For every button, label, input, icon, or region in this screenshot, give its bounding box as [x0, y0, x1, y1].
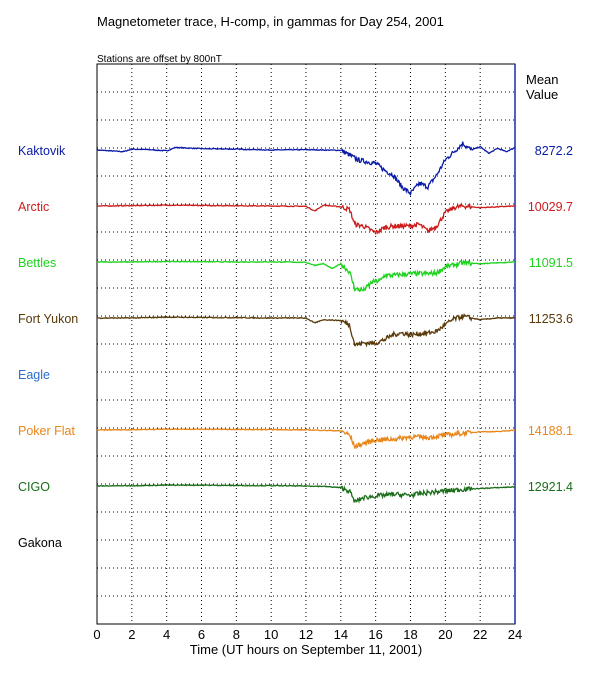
series-layer — [96, 141, 516, 504]
station-label: CIGO — [18, 480, 50, 494]
x-tick-label: 14 — [334, 627, 348, 642]
mean-header-line-1: Mean — [526, 72, 559, 87]
mean-value: 11091.5 — [529, 256, 573, 270]
station-label: Gakona — [18, 536, 62, 550]
station-label: Bettles — [18, 256, 56, 270]
station-label: Arctic — [18, 200, 49, 214]
series-trace — [96, 313, 516, 348]
mean-value: 10029.7 — [528, 200, 573, 214]
x-tick-label: 12 — [299, 627, 313, 642]
x-tick-label: 2 — [128, 627, 135, 642]
station-label: Poker Flat — [18, 424, 75, 438]
x-tick-label: 22 — [473, 627, 487, 642]
x-axis-ticks: 0 2 4 6 8 10 12 14 16 18 20 22 24 — [93, 627, 522, 642]
series-trace — [97, 259, 516, 293]
mean-value: 11253.6 — [529, 312, 573, 326]
station-label: Fort Yukon — [18, 312, 78, 326]
station-labels: Kaktovik Arctic Bettles Fort Yukon Eagle Poke… — [18, 144, 78, 550]
x-tick-label: 4 — [163, 627, 170, 642]
mean-value: 12921.4 — [528, 480, 573, 494]
chart-subtitle: Stations are offset by 800nT — [97, 54, 222, 65]
x-tick-label: 10 — [264, 627, 278, 642]
x-tick-label: 18 — [403, 627, 417, 642]
mean-header-line-2: Value — [526, 87, 558, 102]
x-tick-label: 0 — [93, 627, 100, 642]
series-trace — [96, 141, 516, 197]
x-axis-label: Time (UT hours on September 11, 2001) — [190, 642, 422, 657]
series-trace — [96, 202, 516, 235]
series-trace — [96, 483, 516, 504]
x-tick-label: 6 — [198, 627, 205, 642]
chart-grid — [97, 64, 515, 624]
mean-value: 8272.2 — [535, 144, 573, 158]
x-tick-label: 20 — [438, 627, 452, 642]
station-label: Kaktovik — [18, 144, 66, 158]
mean-values: 8272.2 10029.7 11091.5 11253.6 14188.1 12921.… — [528, 144, 573, 494]
mean-value: 14188.1 — [528, 424, 573, 438]
x-tick-label: 16 — [368, 627, 382, 642]
station-label: Eagle — [18, 368, 50, 382]
x-tick-label: 24 — [508, 627, 522, 642]
series-trace — [96, 428, 516, 450]
x-tick-label: 8 — [233, 627, 240, 642]
chart-title: Magnetometer trace, H-comp, in gammas fo… — [97, 14, 444, 29]
